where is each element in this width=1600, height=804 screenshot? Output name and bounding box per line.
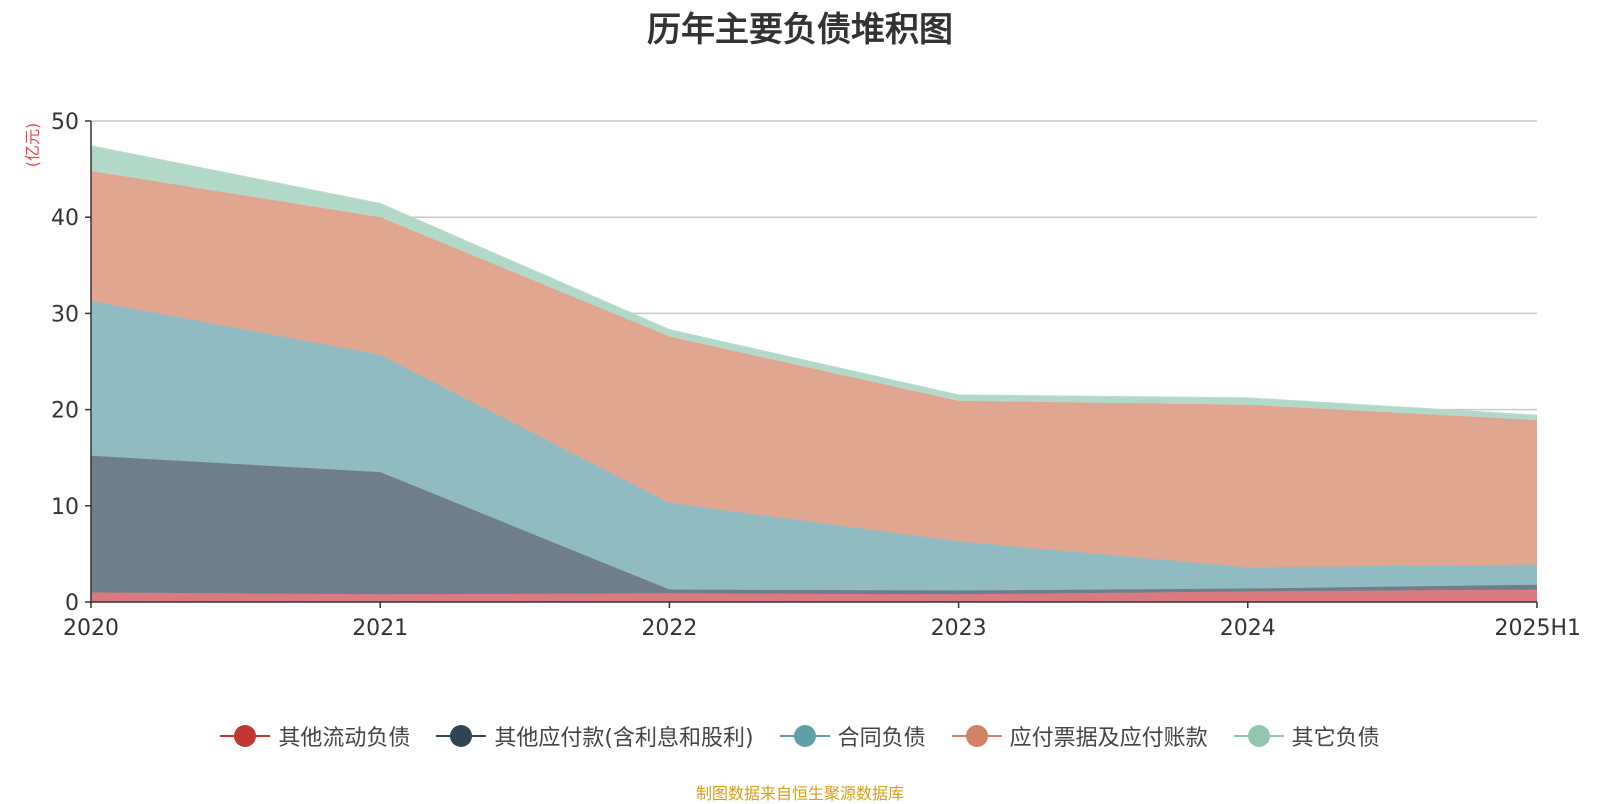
area-series-edge-4: [90, 145, 1538, 417]
legend-label: 合同负债: [837, 726, 926, 751]
x-tick-label: 2023: [931, 616, 987, 641]
y-tick-label: 10: [51, 495, 79, 520]
x-tick-label: 2024: [1220, 616, 1276, 641]
legend-item-1[interactable]: 其他应付款(含利息和股利): [436, 720, 754, 752]
legend-label: 应付票据及应付账款: [1009, 726, 1208, 751]
y-axis-unit-label: (亿元): [23, 123, 42, 168]
x-tick-label: 2022: [641, 616, 697, 641]
legend-item-4[interactable]: 其它负债: [1233, 720, 1380, 752]
area-series: [90, 145, 1538, 602]
legend: 其他流动负债 其他应付款(含利息和股利) 合同负债 应付票据及应付账款 其它负债: [0, 716, 1600, 756]
x-tick-label: 2021: [352, 616, 408, 641]
legend-item-3[interactable]: 应付票据及应付账款: [951, 720, 1208, 752]
legend-marker-icon: [951, 724, 1002, 748]
legend-label: 其它负债: [1291, 726, 1380, 751]
legend-marker-icon: [436, 724, 487, 748]
area-series-4[interactable]: [91, 146, 1537, 421]
legend-item-2[interactable]: 合同负债: [779, 720, 926, 752]
source-note: 制图数据来自恒生聚源数据库: [695, 784, 904, 803]
chart-title: 历年主要负债堆积图: [647, 10, 953, 50]
legend-label: 其他应付款(含利息和股利): [494, 726, 754, 751]
legend-label: 其他流动负债: [278, 726, 411, 751]
area-series-2[interactable]: [91, 300, 1537, 591]
y-tick-label: 20: [51, 399, 79, 424]
area-series-1[interactable]: [91, 455, 1537, 595]
legend-marker-icon: [1233, 724, 1284, 748]
y-tick-label: 50: [51, 110, 79, 135]
y-tick-label: 40: [51, 206, 79, 231]
x-tick-label: 2025H1: [1494, 616, 1581, 641]
axes: 0 10 20 30 40 50 2020 2021 2022 2023 2024 2025H1: [51, 110, 1581, 641]
legend-item-0[interactable]: 其他流动负债: [220, 720, 410, 752]
legend-marker-icon: [779, 724, 830, 748]
x-tick-label: 2020: [63, 616, 119, 641]
legend-marker-icon: [220, 724, 271, 748]
area-series-edge-3: [90, 170, 1538, 421]
y-tick-label: 0: [65, 591, 79, 616]
y-tick-label: 30: [51, 302, 79, 327]
